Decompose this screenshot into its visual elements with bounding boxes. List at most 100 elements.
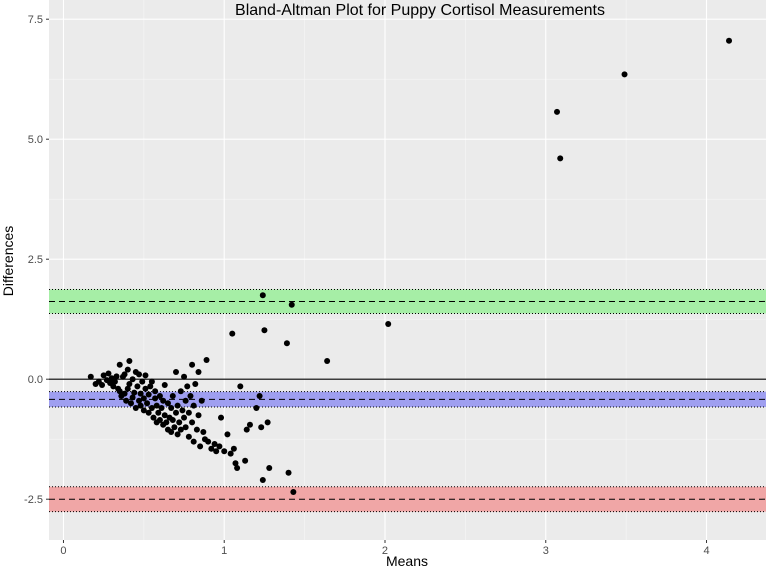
data-point [124, 366, 131, 373]
data-point [261, 327, 268, 334]
data-point [232, 460, 239, 467]
data-point [218, 414, 225, 421]
data-point [100, 372, 107, 379]
y-tick-label: 2.5 [28, 254, 43, 266]
data-point [200, 429, 207, 435]
data-point [242, 457, 249, 464]
data-point [259, 292, 266, 299]
data-point [177, 388, 184, 395]
data-point [140, 395, 147, 402]
data-point [136, 397, 143, 404]
agreement-band [49, 486, 766, 512]
data-point [173, 409, 180, 416]
data-point [132, 405, 139, 411]
data-point [187, 393, 194, 399]
data-point [234, 465, 241, 471]
data-point [177, 426, 184, 433]
x-tick-label: 3 [543, 545, 549, 557]
data-point [324, 357, 331, 364]
data-point [283, 340, 290, 347]
data-point [156, 417, 163, 423]
data-point [185, 433, 192, 440]
y-tick-label: 5.0 [28, 134, 43, 146]
data-point [164, 400, 171, 407]
data-point [243, 426, 250, 433]
data-point [105, 370, 112, 377]
data-point [87, 373, 94, 380]
data-points [87, 37, 733, 495]
data-point [266, 465, 273, 471]
data-point [181, 373, 188, 380]
x-tick-label: 0 [60, 545, 66, 557]
agreement-band [49, 289, 766, 314]
data-point [153, 402, 160, 409]
data-point [134, 383, 141, 390]
y-tick-label: 7.5 [28, 14, 43, 26]
data-point [121, 371, 128, 378]
data-point [174, 431, 181, 438]
data-point [227, 450, 234, 457]
data-point [179, 407, 186, 414]
data-point [189, 361, 196, 368]
data-point [156, 393, 163, 399]
data-point [116, 361, 123, 368]
data-point [129, 394, 136, 401]
data-point [152, 388, 159, 395]
data-point [198, 397, 205, 404]
data-point [192, 381, 199, 387]
data-point [123, 397, 130, 404]
data-point [185, 409, 192, 416]
data-point [190, 402, 197, 409]
data-point [557, 155, 564, 162]
data-point [131, 389, 138, 396]
data-point [216, 443, 223, 450]
data-point [182, 424, 189, 431]
data-point [385, 321, 392, 327]
data-point [246, 421, 253, 428]
data-point [116, 388, 123, 395]
data-point [148, 405, 155, 411]
data-point [554, 108, 561, 115]
data-point [148, 378, 155, 385]
data-point [99, 381, 106, 388]
y-axis-title: Differences [0, 226, 16, 297]
x-axis-ticks: 0 1 2 3 4 [60, 540, 710, 557]
data-point [224, 431, 231, 438]
data-point [190, 438, 197, 445]
data-point [124, 385, 131, 392]
data-point [126, 357, 133, 364]
data-point [147, 383, 154, 390]
data-point [208, 445, 215, 452]
data-point [203, 357, 210, 363]
x-tick-label: 2 [382, 545, 388, 557]
data-point [158, 405, 165, 411]
data-point [258, 424, 265, 431]
data-point [213, 448, 220, 455]
data-point [174, 402, 181, 409]
data-point [169, 393, 176, 399]
data-point [144, 400, 151, 407]
data-point [726, 37, 733, 44]
agreement-band [49, 391, 766, 408]
data-point [290, 489, 297, 495]
data-point [145, 391, 152, 398]
data-point [129, 376, 136, 383]
data-point [140, 407, 147, 414]
data-point [184, 383, 191, 390]
data-point [145, 409, 152, 416]
x-axis-title: Means [386, 553, 428, 569]
data-point [182, 397, 189, 404]
data-point [142, 385, 149, 392]
data-point [111, 378, 118, 385]
x-tick-label: 4 [703, 545, 709, 557]
chart-title: Bland-Altman Plot for Puppy Cortisol Mea… [235, 2, 605, 19]
data-point [205, 438, 212, 445]
data-point [121, 390, 128, 397]
data-point [137, 390, 144, 397]
agreement-bands [49, 288, 766, 513]
data-point [256, 393, 263, 399]
minor-gridlines [49, 0, 766, 540]
data-point [211, 441, 218, 447]
data-point [168, 405, 175, 411]
